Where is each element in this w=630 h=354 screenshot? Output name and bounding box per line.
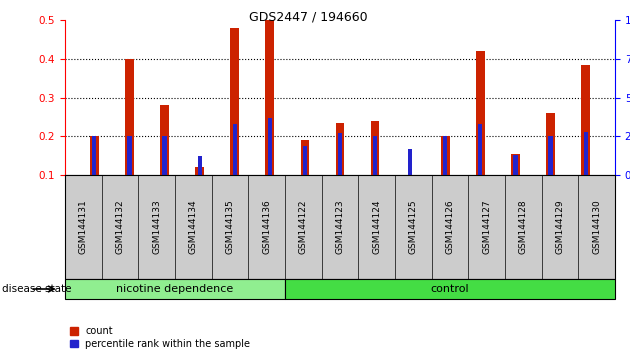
Text: GSM144134: GSM144134 bbox=[189, 200, 198, 254]
Text: GSM144136: GSM144136 bbox=[262, 200, 271, 255]
Text: GSM144131: GSM144131 bbox=[79, 200, 88, 255]
Text: GSM144135: GSM144135 bbox=[226, 200, 234, 255]
Bar bbox=[370, 121, 379, 175]
Text: GDS2447 / 194660: GDS2447 / 194660 bbox=[249, 11, 368, 24]
Bar bbox=[549, 136, 553, 175]
Bar bbox=[513, 155, 517, 175]
Text: GSM144133: GSM144133 bbox=[152, 200, 161, 255]
Bar bbox=[195, 167, 204, 175]
Text: GSM144127: GSM144127 bbox=[482, 200, 491, 254]
Bar bbox=[198, 156, 202, 175]
Text: disease state: disease state bbox=[2, 284, 71, 294]
Text: GSM144130: GSM144130 bbox=[592, 200, 601, 255]
Legend: count, percentile rank within the sample: count, percentile rank within the sample bbox=[70, 326, 250, 349]
Bar bbox=[373, 136, 377, 175]
Text: GSM144122: GSM144122 bbox=[299, 200, 308, 254]
Bar bbox=[441, 136, 450, 175]
Text: GSM144124: GSM144124 bbox=[372, 200, 381, 254]
Bar bbox=[476, 51, 484, 175]
Bar bbox=[232, 124, 237, 175]
Text: GSM144123: GSM144123 bbox=[336, 200, 345, 254]
Bar bbox=[268, 118, 272, 175]
Bar bbox=[478, 124, 483, 175]
Text: nicotine dependence: nicotine dependence bbox=[117, 284, 234, 294]
Bar bbox=[92, 136, 96, 175]
Bar bbox=[408, 149, 412, 175]
Text: GSM144132: GSM144132 bbox=[115, 200, 125, 254]
Bar bbox=[163, 136, 167, 175]
Bar bbox=[160, 105, 169, 175]
Bar bbox=[581, 64, 590, 175]
Bar bbox=[125, 59, 134, 175]
Bar bbox=[546, 113, 555, 175]
Bar bbox=[583, 132, 588, 175]
Bar bbox=[511, 154, 520, 175]
Text: GSM144125: GSM144125 bbox=[409, 200, 418, 254]
Bar bbox=[443, 136, 447, 175]
Bar bbox=[301, 140, 309, 175]
Bar bbox=[231, 28, 239, 175]
Bar bbox=[303, 145, 307, 175]
Bar bbox=[90, 136, 99, 175]
Bar bbox=[336, 123, 345, 175]
Text: control: control bbox=[431, 284, 469, 294]
Text: GSM144126: GSM144126 bbox=[445, 200, 454, 254]
Text: GSM144128: GSM144128 bbox=[519, 200, 528, 254]
Bar bbox=[127, 136, 132, 175]
Bar bbox=[265, 20, 274, 175]
Bar bbox=[338, 133, 342, 175]
Text: GSM144129: GSM144129 bbox=[556, 200, 564, 254]
